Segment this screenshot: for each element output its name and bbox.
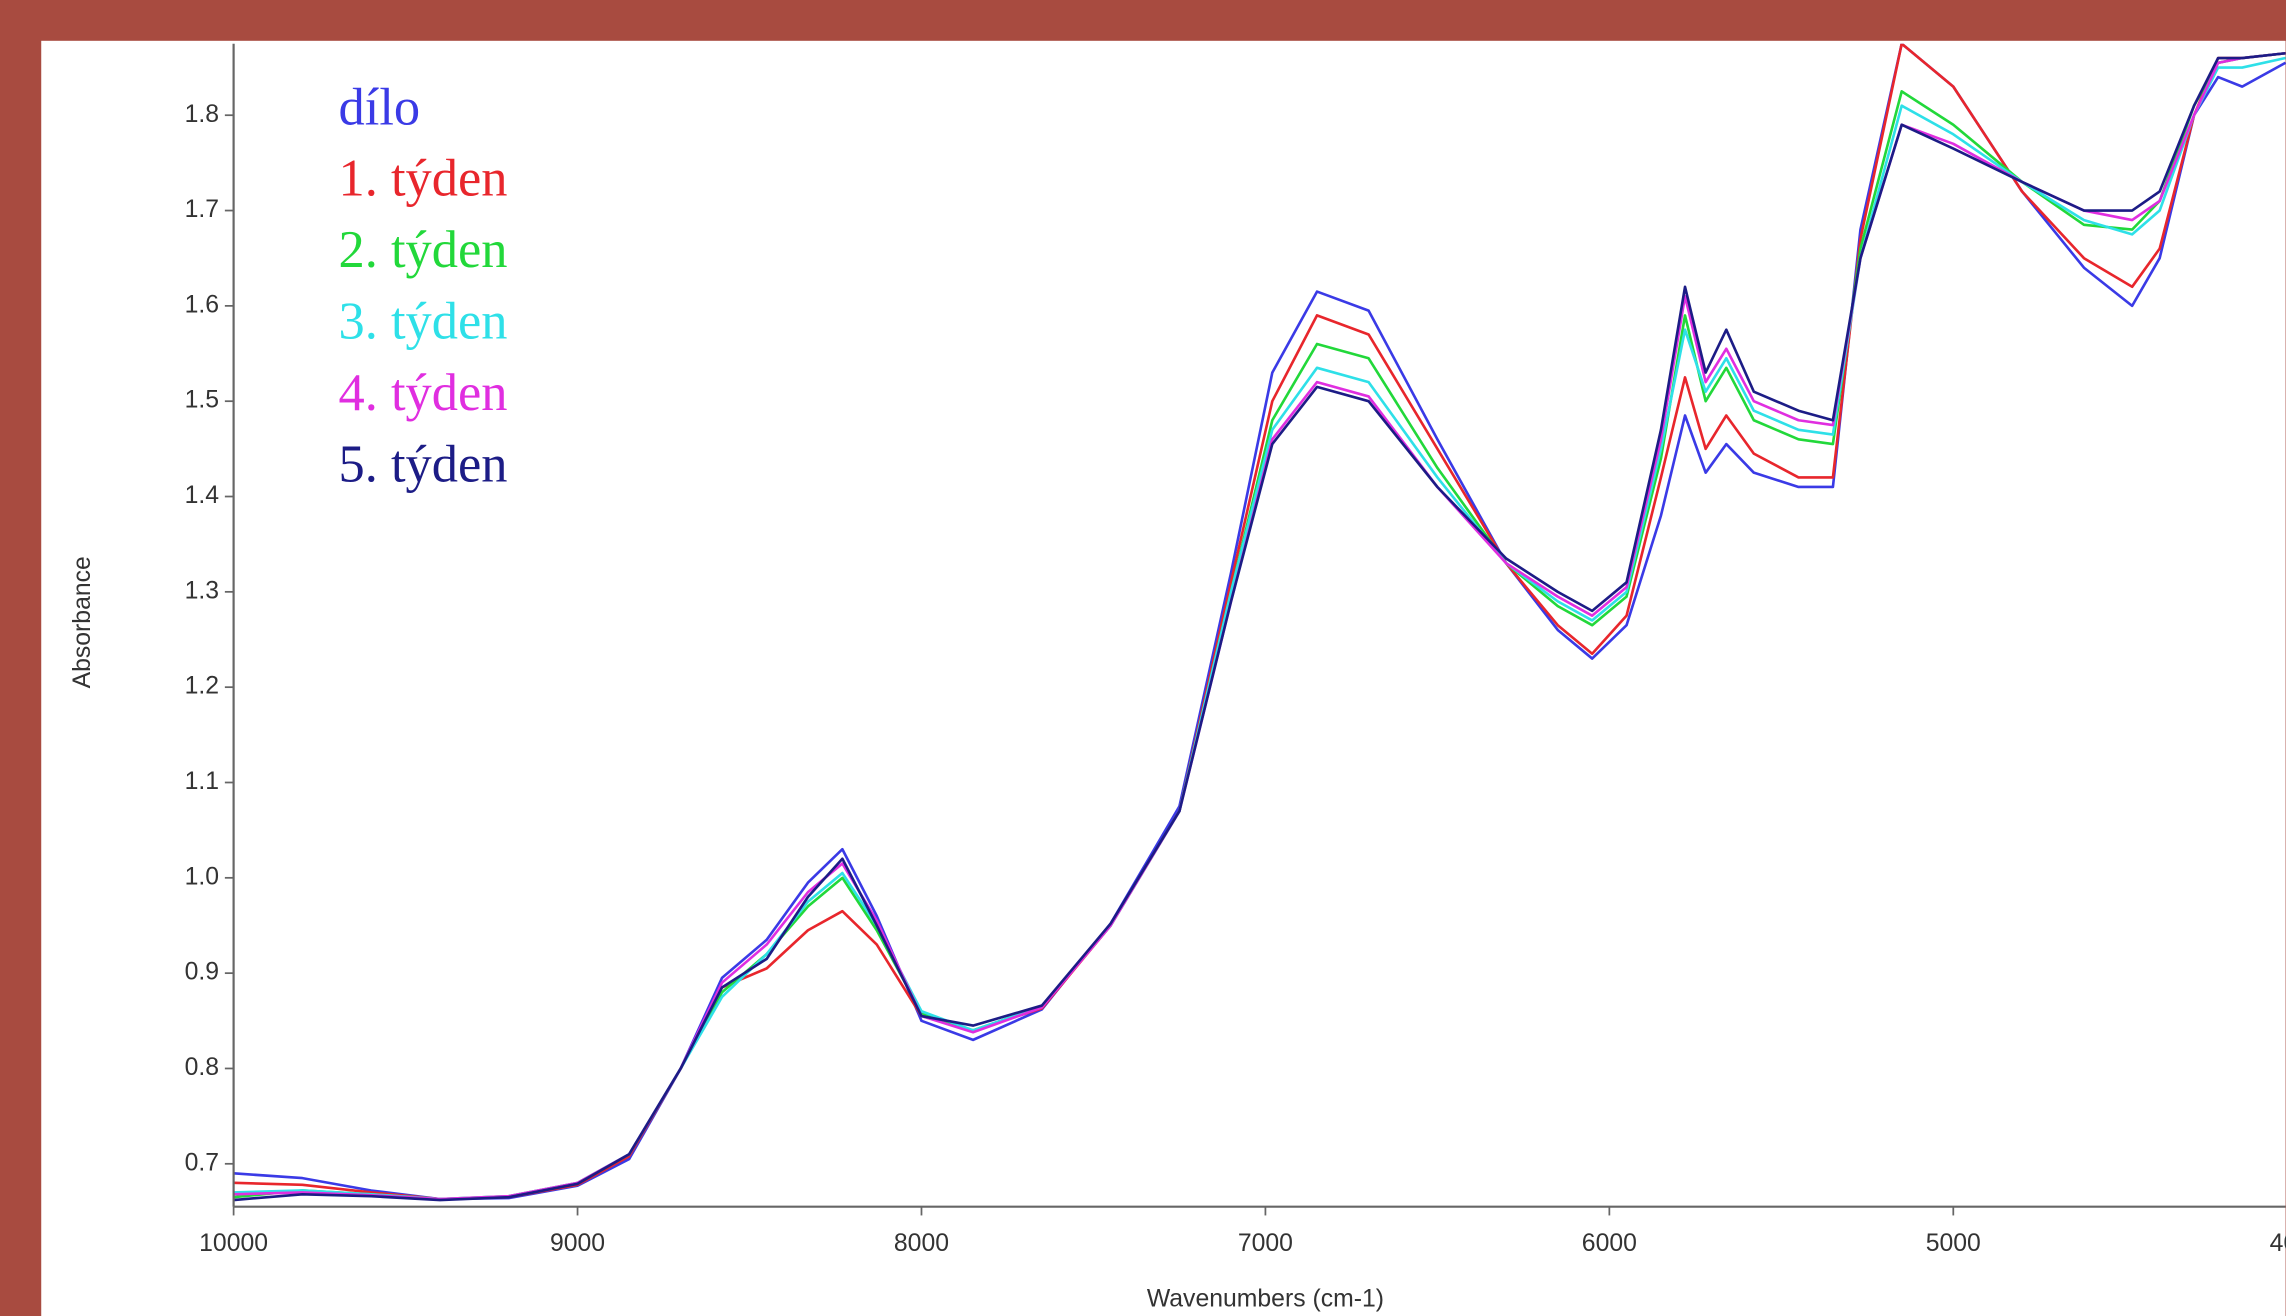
y-tick-label: 1.6: [185, 291, 219, 318]
x-tick-label: 6000: [1582, 1230, 1637, 1257]
y-tick-label: 0.7: [185, 1149, 219, 1176]
legend-entry: 2. týden: [339, 221, 508, 279]
x-tick-label: 9000: [550, 1230, 605, 1257]
legend-entry: 3. týden: [339, 292, 508, 350]
legend-entry: 1. týden: [339, 150, 508, 208]
y-tick-label: 0.8: [185, 1054, 219, 1081]
legend-entry: dílo: [339, 78, 421, 136]
x-tick-label: 5000: [1926, 1230, 1981, 1257]
y-tick-label: 1.8: [185, 101, 219, 128]
y-tick-label: 1.1: [185, 768, 219, 795]
spectrum-line: [233, 51, 2286, 1202]
y-tick-label: 1.7: [185, 196, 219, 223]
y-tick-label: 1.3: [185, 577, 219, 604]
y-tick-label: 1.5: [185, 387, 219, 414]
panel: [41, 40, 2286, 1316]
x-tick-label: 7000: [1238, 1230, 1293, 1257]
y-tick-label: 1.2: [185, 673, 219, 700]
y-tick-label: 1.0: [185, 863, 219, 890]
legend-entry: 5. týden: [339, 435, 508, 493]
x-tick-label: 8000: [894, 1230, 949, 1257]
x-axis-label: Wavenumbers (cm-1): [1147, 1286, 1384, 1313]
spectrum-line: [233, 56, 2286, 1201]
y-tick-label: 0.9: [185, 959, 219, 986]
y-axis-label: Absorbance: [69, 556, 96, 688]
legend-entry: 4. týden: [339, 364, 508, 422]
x-tick-label: 10000: [199, 1230, 268, 1257]
x-tick-label: 4000: [2270, 1230, 2286, 1257]
y-tick-label: 1.4: [185, 482, 220, 509]
